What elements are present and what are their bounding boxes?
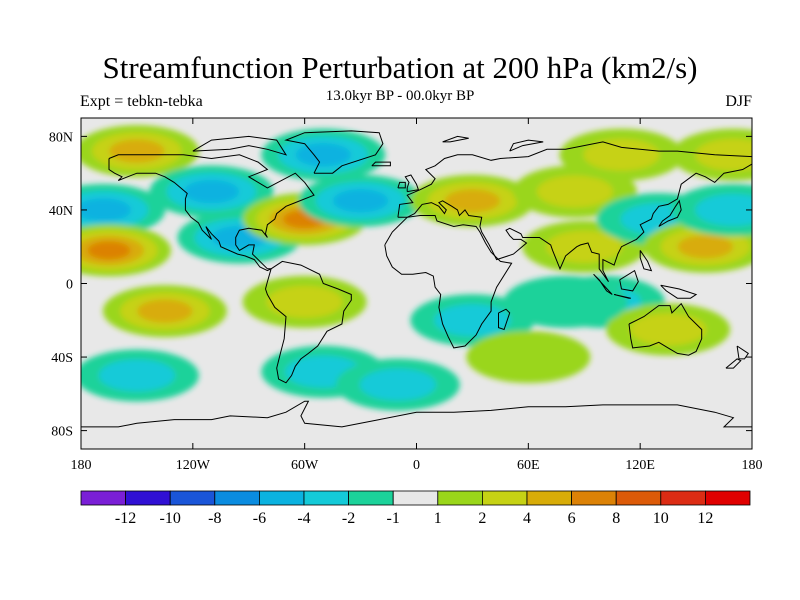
x-tick-label: 60E bbox=[517, 458, 540, 473]
colorbar-label: -1 bbox=[387, 510, 400, 527]
x-tick-label: 0 bbox=[413, 458, 420, 473]
coastline bbox=[498, 308, 511, 331]
experiment-label: Expt = tebkn-tebka bbox=[80, 93, 203, 110]
chart-subtitle: 13.0kyr BP - 00.0kyr BP bbox=[325, 88, 475, 104]
y-tick-label: 40N bbox=[49, 204, 73, 219]
y-tick-label: 40S bbox=[51, 351, 73, 366]
colorbar-label: 10 bbox=[653, 510, 669, 527]
colorbar-swatch bbox=[615, 490, 662, 506]
colorbar-swatch bbox=[392, 490, 439, 506]
y-axis: 80N 40N 0 40S 80S bbox=[49, 130, 752, 440]
coastline bbox=[442, 135, 469, 143]
colorbar-swatch bbox=[258, 490, 305, 506]
colorbar-label: -2 bbox=[342, 510, 355, 527]
coastline bbox=[658, 199, 682, 227]
coastline bbox=[371, 161, 391, 167]
coastline bbox=[628, 302, 703, 356]
x-tick-label: 180 bbox=[71, 458, 92, 473]
anomaly-contour bbox=[359, 368, 437, 401]
colorbar-label: 6 bbox=[568, 510, 576, 527]
colorbar: -12 -10 -8 -6 -4 -2 -1 1 2 4 6 8 10 12 bbox=[80, 490, 751, 527]
anomaly-contour bbox=[677, 235, 733, 259]
anomaly-contour bbox=[333, 189, 389, 213]
coastline bbox=[284, 130, 384, 174]
anomaly-contour bbox=[87, 241, 131, 260]
colorbar-label: -10 bbox=[160, 510, 181, 527]
coastline bbox=[397, 181, 406, 189]
coastline bbox=[264, 260, 352, 384]
anomaly-field bbox=[81, 125, 752, 411]
anomaly-contour bbox=[546, 230, 623, 263]
coastline bbox=[613, 294, 631, 299]
colorbar-label: -4 bbox=[297, 510, 310, 527]
y-tick-label: 0 bbox=[66, 278, 73, 293]
colorbar-label: 1 bbox=[434, 510, 442, 527]
anomaly-contour bbox=[695, 138, 752, 171]
colorbar-label: 12 bbox=[697, 510, 713, 527]
colorbar-swatch bbox=[303, 490, 349, 506]
colorbar-swatch bbox=[169, 490, 216, 506]
colorbar-label: 4 bbox=[523, 510, 531, 527]
anomaly-contour bbox=[583, 138, 660, 171]
coastline bbox=[81, 400, 752, 428]
colorbar-swatch bbox=[705, 490, 751, 506]
x-tick-label: 180 bbox=[742, 458, 763, 473]
anomaly-contour bbox=[466, 331, 591, 384]
coastline bbox=[404, 174, 420, 193]
coastline bbox=[593, 273, 613, 295]
x-axis: 180 120W 60W 0 60E 120E 180 bbox=[71, 118, 763, 473]
anomaly-contour bbox=[266, 285, 343, 318]
colorbar-swatch bbox=[660, 490, 706, 506]
anomaly-contour bbox=[629, 313, 707, 346]
coastline bbox=[384, 215, 513, 349]
colorbar-swatch bbox=[571, 490, 617, 506]
anomaly-contour bbox=[98, 359, 176, 392]
anomaly-contour bbox=[444, 189, 500, 213]
coastline bbox=[192, 135, 288, 156]
coastlines bbox=[81, 130, 752, 428]
colorbar-label: 8 bbox=[612, 510, 620, 527]
y-tick-label: 80N bbox=[49, 130, 73, 145]
colorbar-swatch bbox=[348, 490, 394, 506]
colorbar-swatch bbox=[526, 490, 572, 506]
anomaly-contour bbox=[137, 299, 193, 323]
x-tick-label: 120E bbox=[625, 458, 655, 473]
anomaly-contour bbox=[503, 275, 628, 328]
coastline bbox=[725, 358, 742, 369]
anomaly-contour bbox=[109, 139, 165, 163]
coastline bbox=[639, 250, 653, 272]
colorbar-swatch bbox=[125, 490, 171, 506]
colorbar-swatch bbox=[80, 490, 126, 506]
coastline bbox=[397, 141, 752, 282]
colorbar-swatch bbox=[214, 490, 260, 506]
colorbar-label: -6 bbox=[253, 510, 266, 527]
colorbar-label: -8 bbox=[208, 510, 221, 527]
colorbar-swatch bbox=[437, 490, 483, 506]
anomaly-contour bbox=[295, 143, 351, 167]
colorbar-swatch bbox=[481, 490, 528, 506]
coastline bbox=[509, 139, 544, 152]
anomaly-contour bbox=[695, 193, 752, 226]
coastline bbox=[108, 154, 315, 272]
chart-title: Streamfunction Perturbation at 200 hPa (… bbox=[102, 50, 698, 85]
coastline bbox=[619, 269, 639, 292]
x-tick-label: 120W bbox=[176, 458, 211, 473]
anomaly-contour bbox=[434, 304, 511, 337]
anomaly-contour bbox=[536, 175, 614, 208]
y-tick-label: 80S bbox=[51, 425, 73, 440]
anomaly-contour bbox=[183, 180, 240, 204]
season-label: DJF bbox=[725, 93, 752, 110]
colorbar-label: -12 bbox=[115, 510, 136, 527]
coastline bbox=[660, 284, 698, 299]
coastline bbox=[736, 345, 750, 360]
x-tick-label: 60W bbox=[291, 458, 319, 473]
colorbar-label: 2 bbox=[478, 510, 486, 527]
anomaly-contour bbox=[81, 198, 131, 222]
